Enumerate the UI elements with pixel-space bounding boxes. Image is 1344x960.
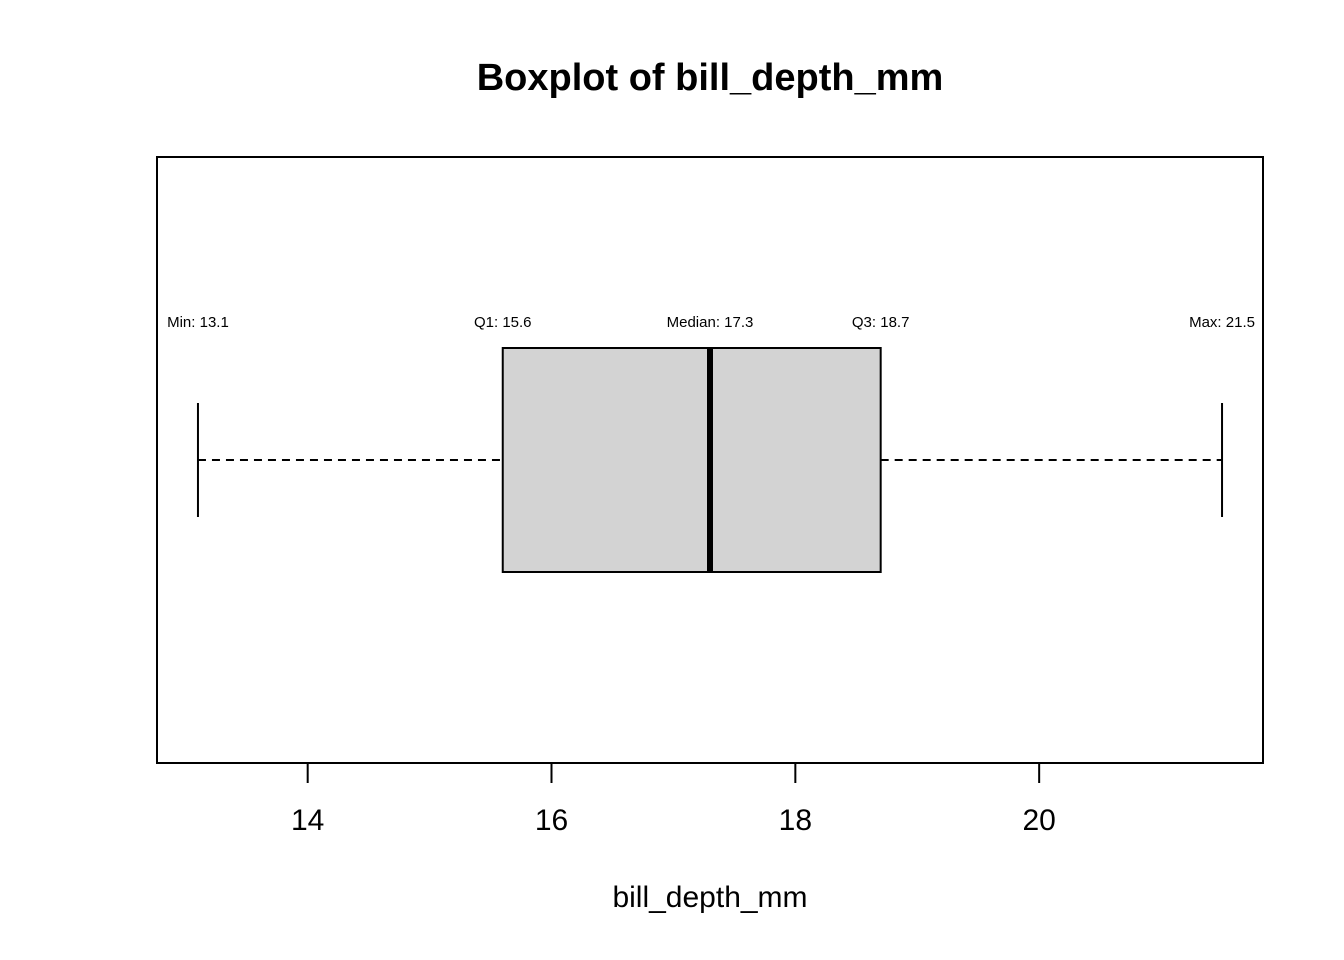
x-tick-label: 14 bbox=[291, 804, 324, 837]
value-label: Q3: 18.7 bbox=[852, 314, 910, 331]
x-tick-label: 20 bbox=[1022, 804, 1055, 837]
x-tick-label: 16 bbox=[535, 804, 568, 837]
value-label: Max: 21.5 bbox=[1189, 314, 1255, 331]
value-label: Q1: 15.6 bbox=[474, 314, 532, 331]
plot-frame bbox=[156, 156, 1264, 764]
value-label: Median: 17.3 bbox=[667, 314, 754, 331]
box bbox=[501, 347, 882, 573]
chart-title: Boxplot of bill_depth_mm bbox=[477, 57, 944, 99]
x-tick-label: 18 bbox=[779, 804, 812, 837]
x-axis-label: bill_depth_mm bbox=[612, 881, 807, 914]
value-label: Min: 13.1 bbox=[167, 314, 229, 331]
